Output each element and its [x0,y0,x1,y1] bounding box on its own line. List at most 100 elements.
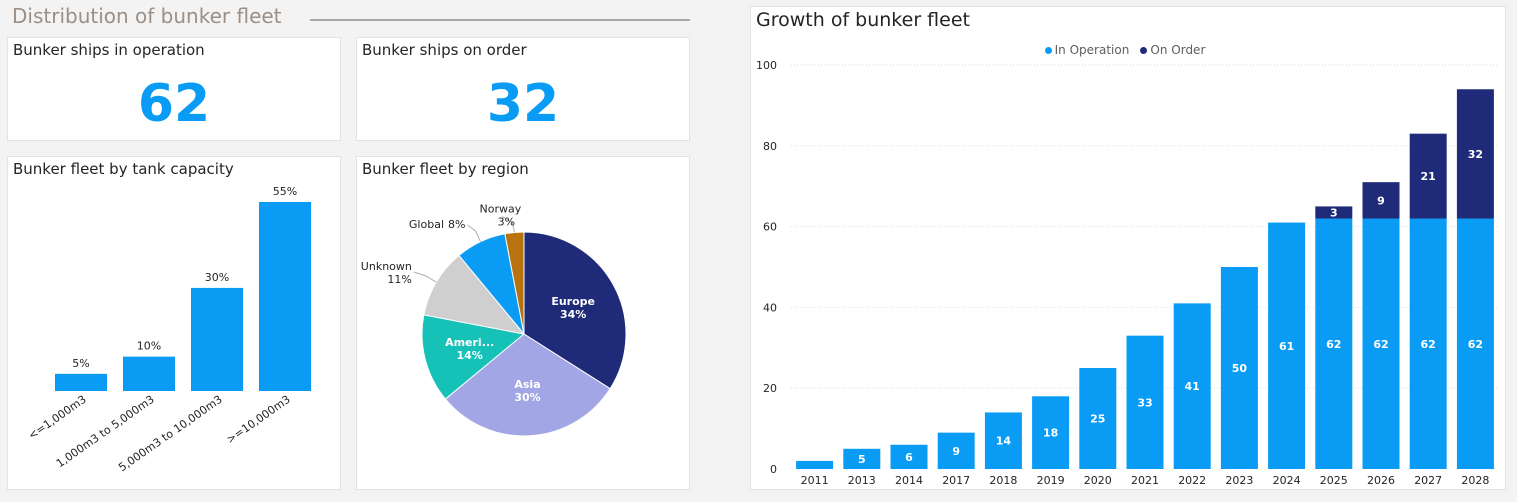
bar-value-label: 18 [1043,427,1058,440]
bar-in-operation[interactable] [890,444,928,469]
bar-on-order[interactable] [1315,206,1353,219]
bar-value-label: 9 [1377,194,1385,207]
x-tick-label: 2017 [942,474,970,487]
tank-bar-label: 5% [72,357,89,370]
bar-in-operation[interactable] [984,412,1022,469]
legend-dot-icon [1044,47,1052,54]
bar-value-label: 62 [1468,338,1483,351]
bar-value-label: 32 [1468,148,1483,161]
y-tick-label: 0 [770,463,777,476]
bar-in-operation[interactable] [1079,368,1117,469]
bar-in-operation[interactable] [1173,303,1211,469]
bar-in-operation[interactable] [1268,222,1306,469]
bar-value-label: 3 [1330,206,1338,219]
pie-slice-pct: 8% [448,218,465,231]
pie-slice-pct: 34% [560,308,586,321]
bar-in-operation[interactable] [1126,335,1164,469]
bar-in-operation[interactable] [1220,267,1258,469]
bar-value-label: 5 [858,453,866,466]
bar-on-order[interactable] [1409,133,1447,219]
x-tick-label: 2011 [801,474,829,487]
bar-value-label: 21 [1421,170,1436,183]
x-tick-label: 2021 [1131,474,1159,487]
x-tick-label: 2024 [1273,474,1301,487]
bar-in-operation[interactable] [796,460,834,469]
tank-bar-label: 30% [205,271,229,284]
x-tick-label: 2026 [1367,474,1395,487]
bar-value-label: 6 [905,451,913,464]
pie-slice-pct: 11% [387,273,411,286]
pie-slice-name: Unknown [361,260,412,273]
growth-chart-title: Growth of bunker fleet [756,9,970,31]
y-tick-label: 80 [763,140,777,153]
pie-slice[interactable] [523,231,627,390]
bar-value-label: 41 [1185,380,1200,393]
pie-slice-name: Europe [551,295,595,308]
pie-slice[interactable] [444,333,611,437]
bar-on-order[interactable] [1362,182,1400,219]
pie-leader-line [502,216,515,233]
y-tick-label: 100 [756,59,777,72]
x-tick-label: 2027 [1414,474,1442,487]
x-tick-label: 2025 [1320,474,1348,487]
region-chart-title: Bunker fleet by region [362,160,529,178]
bar-in-operation[interactable] [937,432,975,469]
legend-dot-icon [1140,47,1148,54]
pie-slice-name: Global [409,218,444,231]
pie-leader-line [467,224,482,242]
tank-category-label: <=1,000m3 [26,393,89,442]
x-tick-label: 2018 [989,474,1017,487]
legend-label: On Order [1150,43,1206,57]
pie-slice-name: Norway [480,202,522,215]
region-card[interactable]: Bunker fleet by region Europe 34% Asia 30% A… [356,156,690,490]
kpi-card-order[interactable]: Bunker ships on order 32 [356,37,690,141]
bar-on-order[interactable] [1456,89,1494,219]
bar-in-operation[interactable] [1409,218,1447,469]
tank-bar[interactable] [191,287,243,391]
pie-slice-name: Ameri... [445,336,494,349]
pie-slice-name: Asia [514,378,540,391]
x-tick-label: 2019 [1037,474,1065,487]
bar-in-operation[interactable] [1315,218,1353,469]
pie-slice-pct: 30% [514,391,540,404]
pie-leader-line [413,271,437,283]
legend-item-on-order[interactable]: On Order [1140,43,1205,57]
pie-slice-pct: 3% [498,215,515,228]
bar-value-label: 33 [1137,396,1152,409]
growth-card[interactable]: Growth of bunker fleet In Operation On O… [750,6,1506,490]
tank-capacity-card[interactable]: Bunker fleet by tank capacity 5% <=1,000m… [7,156,341,490]
tank-bar[interactable] [123,356,175,391]
bar-in-operation[interactable] [1362,218,1400,469]
pie-slice[interactable] [421,314,526,400]
bar-value-label: 50 [1232,362,1248,375]
kpi-title-operation: Bunker ships in operation [13,41,205,59]
bar-value-label: 62 [1421,338,1436,351]
bar-in-operation[interactable] [843,448,881,469]
section-title: Distribution of bunker fleet [12,4,282,28]
bar-value-label: 62 [1326,338,1341,351]
tank-category-label: >=10,000m3 [224,393,293,446]
growth-bar-chart: 0 20 40 60 80 100 2011 5 2013 6 2014 9 2017 14 2018 18 2… [756,59,1499,487]
x-tick-label: 2020 [1084,474,1112,487]
kpi-card-operation[interactable]: Bunker ships in operation 62 [7,37,341,141]
tank-bar[interactable] [259,202,311,391]
bar-in-operation[interactable] [1032,396,1070,469]
tank-chart-title: Bunker fleet by tank capacity [13,160,234,178]
y-tick-label: 60 [763,221,777,234]
kpi-value-operation: 62 [137,74,211,134]
bar-value-label: 61 [1279,340,1294,353]
pie-slice-pct: 14% [456,349,482,362]
bar-value-label: 9 [952,445,960,458]
pie-slice[interactable] [423,254,526,335]
tank-bar-label: 55% [273,185,297,198]
growth-legend: In Operation On Order [751,39,1505,58]
bar-value-label: 25 [1090,413,1105,426]
y-tick-label: 20 [763,382,777,395]
bar-in-operation[interactable] [1456,218,1494,469]
x-tick-label: 2022 [1178,474,1206,487]
legend-item-in-operation[interactable]: In Operation [1044,43,1130,57]
legend-label: In Operation [1054,43,1130,57]
bar-value-label: 14 [996,435,1012,448]
tank-bar[interactable] [55,373,107,391]
